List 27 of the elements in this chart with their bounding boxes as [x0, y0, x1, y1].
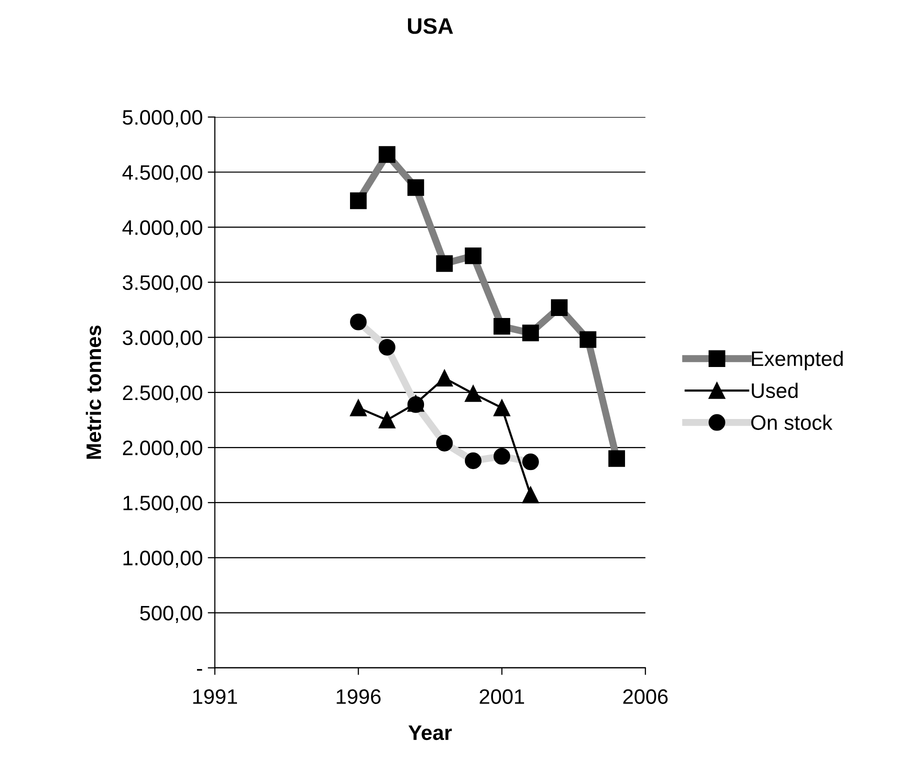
y-tick-label: 3.000,00 — [122, 330, 202, 348]
y-tick-label: 3.500,00 — [122, 275, 202, 292]
y-tick-label: 2.000,00 — [122, 440, 202, 458]
y-tick-label: 2.500,00 — [122, 385, 202, 403]
chart-title: USA — [408, 18, 453, 34]
y-tick-label: - — [197, 669, 202, 671]
y-tick-label: 1.000,00 — [124, 550, 202, 568]
y-tick-label: 5.000,00 — [122, 110, 202, 128]
x-tick-label: 2001 — [480, 689, 524, 704]
y-tick-label: 500,00 — [140, 606, 202, 623]
point — [494, 400, 510, 416]
y-axis-title: Metric tonnes — [86, 326, 102, 459]
point — [378, 412, 396, 428]
legend-label: On stock — [751, 414, 832, 430]
point — [522, 486, 539, 504]
point — [436, 370, 453, 386]
point — [464, 385, 482, 402]
x-axis-title: Year — [408, 726, 452, 740]
legend-label: Used — [752, 382, 798, 398]
x-tick-label: 1991 — [193, 689, 237, 704]
x-tick-label: 2006 — [623, 689, 668, 704]
point — [350, 400, 367, 416]
legend-label: Exempted — [752, 350, 843, 370]
y-tick-label: 4.000,00 — [122, 220, 202, 238]
y-tick-label: 4.500,00 — [122, 165, 202, 182]
x-tick-label: 1996 — [336, 689, 381, 704]
y-tick-label: 1.500,00 — [124, 496, 202, 513]
